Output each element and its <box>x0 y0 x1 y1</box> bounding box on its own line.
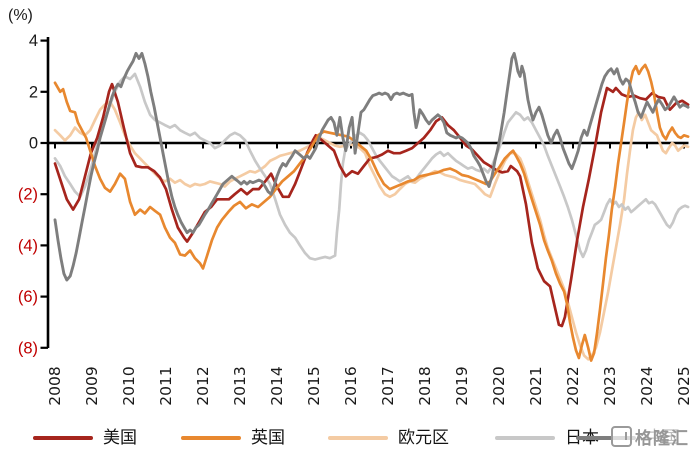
line-uk <box>53 63 690 362</box>
series-lines <box>53 51 690 362</box>
x-tick-label: 2015 <box>305 366 323 405</box>
legend-label-eurozone: 欧元区 <box>398 428 449 447</box>
y-axis-unit-label: (%) <box>8 7 33 24</box>
x-tick-label: 2019 <box>453 366 471 405</box>
line-us <box>53 82 690 328</box>
x-tick-labels: 2008 2009 2010 2011 2012 2013 2014 2015 2016 2017… <box>46 366 692 405</box>
legend-label-us: 美国 <box>103 428 137 447</box>
gelonghui-logo-icon <box>611 426 632 447</box>
x-tick-label: 2014 <box>268 366 286 405</box>
legend-label-uk: 英国 <box>251 428 285 447</box>
y-tick-label: 4 <box>29 32 38 50</box>
x-tick-label: 2016 <box>342 366 360 405</box>
legend-swatch-eurozone <box>328 435 388 441</box>
y-tick-label: 0 <box>29 135 38 153</box>
x-tick-label: 2020 <box>490 366 508 405</box>
x-tick-label: 2008 <box>46 366 64 405</box>
x-tick-label: 2024 <box>638 366 656 405</box>
x-tick-label: 2025 <box>675 366 692 405</box>
y-tick-label: (6) <box>18 288 38 306</box>
x-tick-label: 2013 <box>231 366 249 405</box>
legend-swatch-uk <box>181 435 241 441</box>
x-tick-label: 2021 <box>527 366 545 405</box>
watermark-text: 格隆汇 <box>635 429 689 448</box>
x-tick-label: 2011 <box>157 366 175 405</box>
legend-item-us: 美国 <box>33 426 137 450</box>
y-tick-label: 2 <box>29 83 38 101</box>
x-tick-label: 2012 <box>194 366 212 405</box>
x-tick-label: 2018 <box>416 366 434 405</box>
legend-swatch-us <box>33 435 93 441</box>
x-tick-label: 2010 <box>120 366 138 405</box>
gelonghui-watermark: 格隆汇 <box>611 421 692 452</box>
legend-swatch-japan <box>495 435 555 441</box>
y-tick-labels: 4 2 0 (2) (4) (6) (8) <box>18 32 38 357</box>
x-tick-label: 2009 <box>83 366 101 405</box>
legend-item-eurozone: 欧元区 <box>328 426 449 450</box>
y-tick-label: (8) <box>18 339 38 357</box>
x-tick-label: 2017 <box>379 366 397 405</box>
x-tick-label: 2023 <box>601 366 619 405</box>
x-tick-label: 2022 <box>564 366 582 405</box>
legend-item-uk: 英国 <box>181 426 285 450</box>
chart-legend: 美国英国欧元区日本中国 <box>0 426 692 454</box>
line-china <box>53 51 690 282</box>
y-tick-label: (4) <box>18 237 38 255</box>
legend-swatch-china <box>576 435 636 441</box>
y-tick-label: (2) <box>18 186 38 204</box>
